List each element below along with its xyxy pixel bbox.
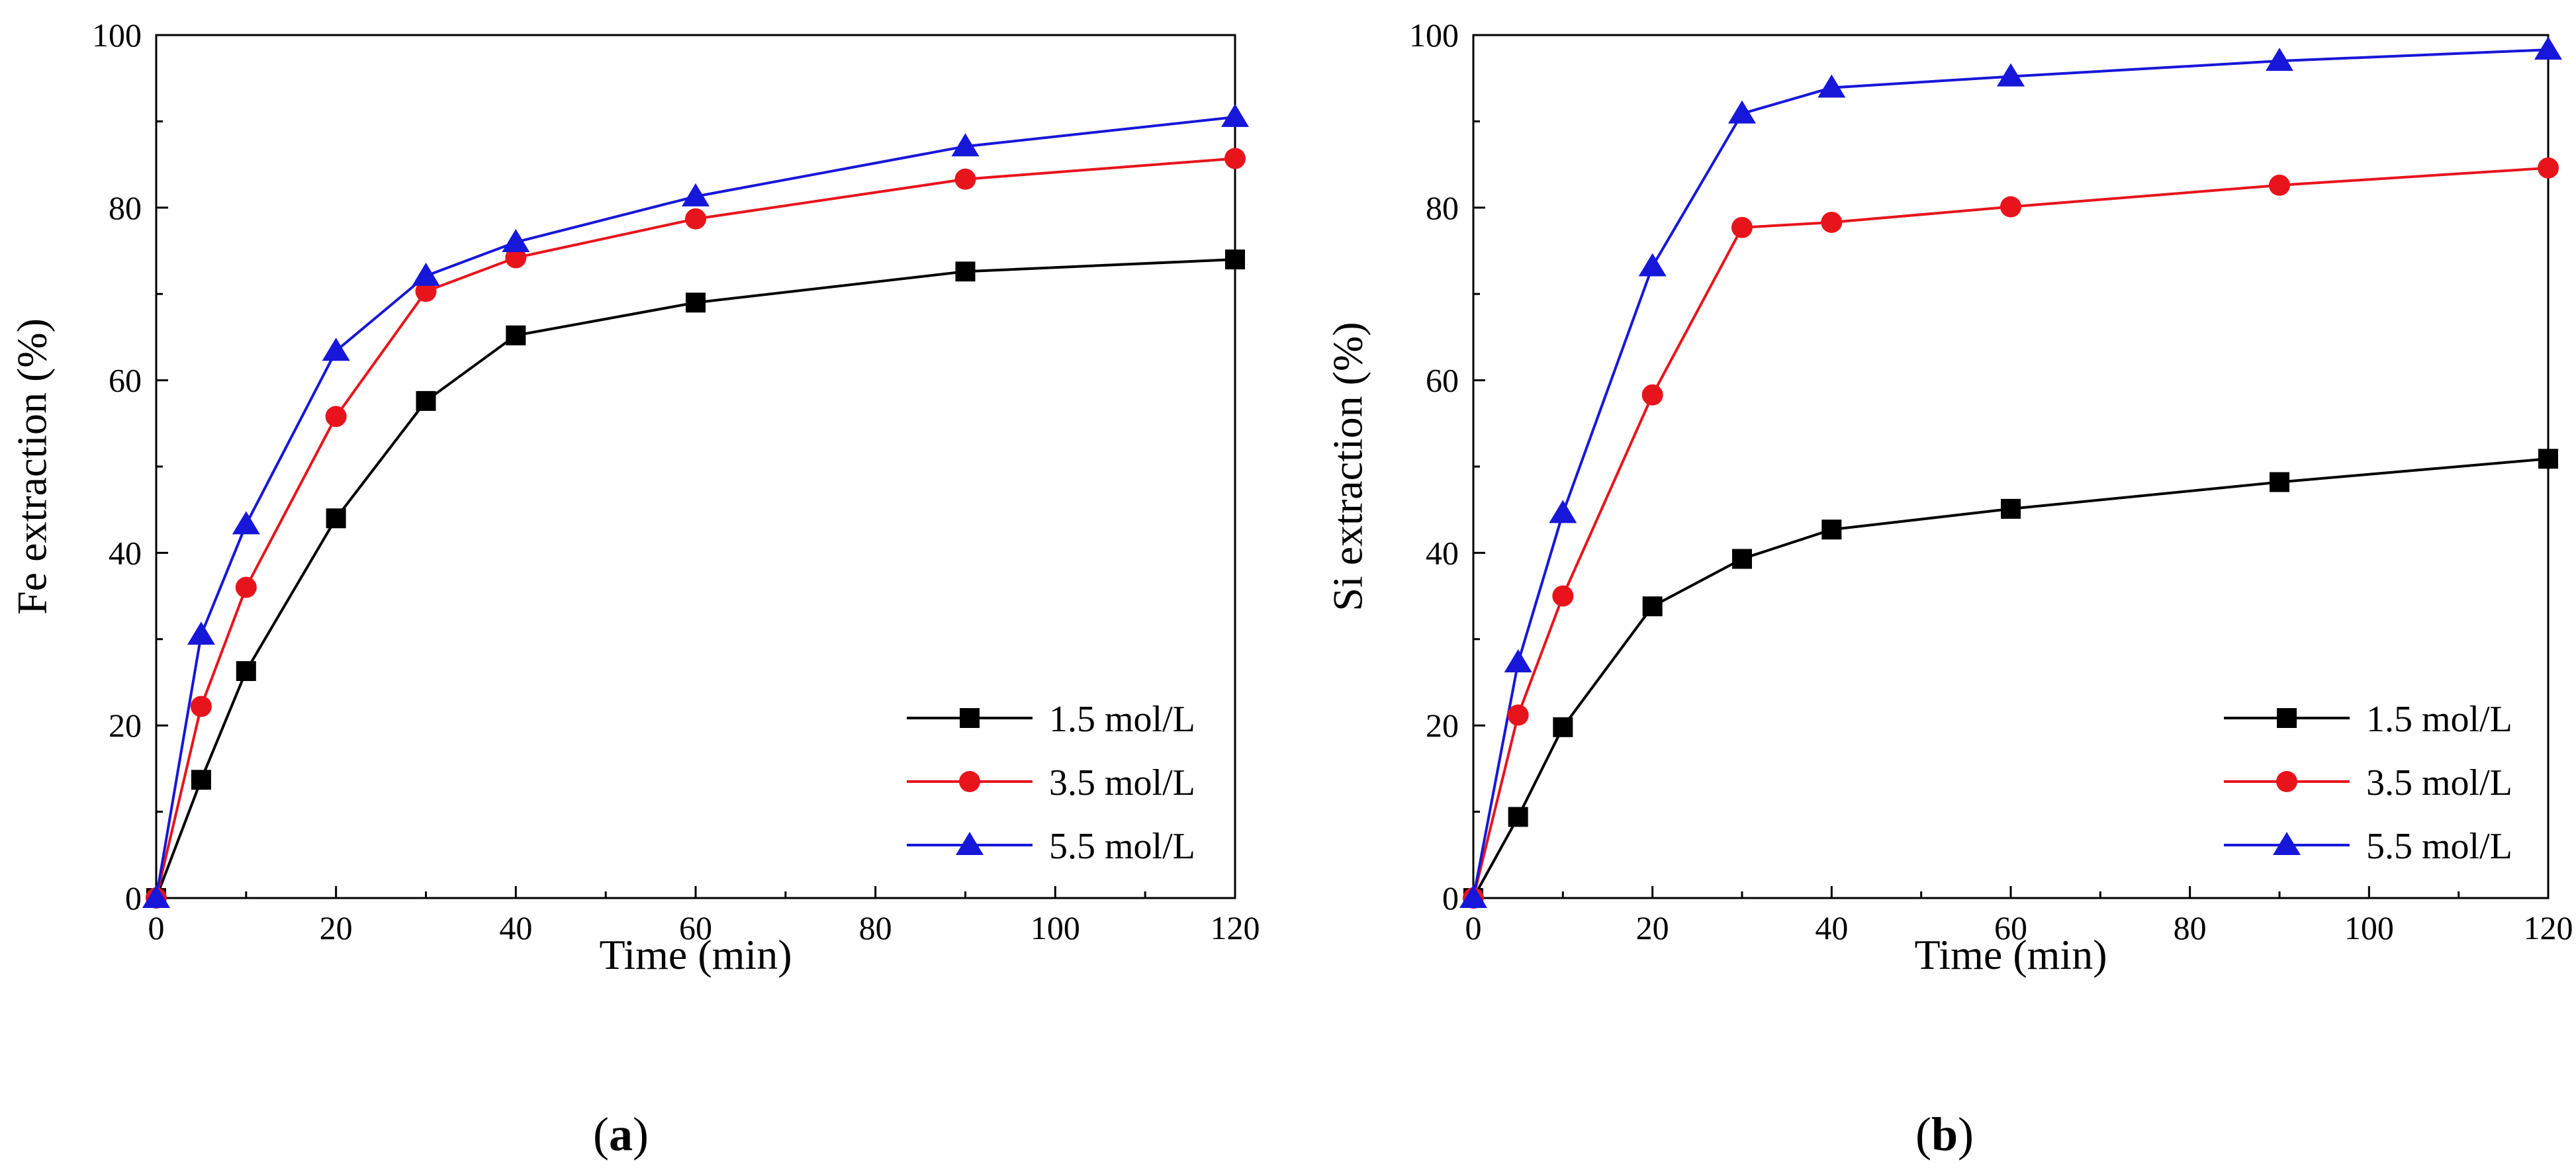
data-point: [1638, 253, 1667, 277]
data-point: [1731, 216, 1753, 238]
data-point: [1459, 885, 1487, 908]
legend-label: 1.5 mol/L: [2366, 699, 2512, 740]
data-point: [685, 208, 706, 230]
y-tick-label: 100: [92, 17, 142, 54]
panel-label: (a): [593, 1108, 649, 1161]
data-point: [1642, 596, 1663, 617]
data-point: [1641, 384, 1663, 406]
legend-marker: [2277, 708, 2297, 728]
data-point: [235, 576, 257, 598]
data-point: [682, 183, 710, 206]
y-tick-label: 20: [109, 707, 142, 744]
data-point: [1821, 519, 1842, 540]
data-point: [325, 406, 347, 428]
x-tick-label: 60: [679, 909, 712, 946]
legend-label: 5.5 mol/L: [2366, 826, 2512, 867]
data-point: [1821, 211, 1843, 233]
chart-panel-b: 0 20 40 60 80 100 120 0 20 40 60 80 100 Time (min) Si …: [1324, 17, 2573, 1161]
y-tick-label: 40: [1426, 534, 1459, 571]
x-tick-label: 100: [2344, 909, 2394, 946]
data-point: [142, 885, 170, 908]
x-axis-title: Time (min): [1915, 931, 2107, 978]
data-point: [2001, 498, 2021, 519]
y-tick-label: 100: [1409, 17, 1459, 54]
data-point: [326, 508, 346, 529]
data-point: [2269, 174, 2290, 196]
x-tick-label: 120: [1211, 909, 1260, 946]
legend-marker: [960, 708, 980, 728]
panel-label: (b): [1915, 1108, 1974, 1161]
x-tick-label: 80: [859, 909, 892, 946]
data-point: [415, 281, 437, 302]
x-tick-label: 40: [1815, 909, 1848, 946]
data-point: [1508, 807, 1528, 827]
data-point: [1225, 249, 1245, 270]
data-point: [1221, 103, 1249, 127]
x-tick-label: 60: [1994, 909, 2027, 946]
data-point: [954, 168, 976, 190]
data-point: [1728, 100, 1756, 124]
data-point: [1552, 585, 1574, 607]
data-point: [506, 325, 526, 345]
y-tick-label: 60: [109, 362, 142, 399]
data-point: [416, 390, 436, 411]
y-tick-label: 60: [1426, 362, 1459, 399]
x-axis-title: Time (min): [600, 931, 792, 978]
data-point: [955, 261, 976, 282]
data-point: [1732, 549, 1752, 569]
data-point: [686, 293, 706, 313]
data-point: [236, 661, 256, 682]
legend-marker: [956, 832, 984, 855]
y-tick-label: 0: [1442, 880, 1459, 917]
y-tick-label: 40: [109, 534, 142, 571]
chart-panel-a: 0 20 40 60 80 100 120 0 20 40 60 80 100 Time (min) Fe …: [9, 17, 1260, 1161]
x-tick-label: 0: [1465, 909, 1482, 946]
legend-label: 5.5 mol/L: [1049, 826, 1195, 867]
data-point: [191, 770, 211, 790]
data-point: [1504, 649, 1532, 673]
x-tick-label: 40: [499, 909, 532, 946]
data-point: [502, 228, 530, 252]
data-point: [187, 621, 215, 645]
data-point: [1549, 500, 1577, 523]
data-point: [2000, 196, 2021, 218]
legend-marker: [959, 771, 980, 792]
legend-marker: [2273, 832, 2301, 855]
data-point: [2266, 48, 2293, 71]
legend-marker: [2276, 771, 2297, 792]
data-point: [1997, 63, 2025, 87]
x-tick-label: 20: [320, 909, 353, 946]
data-point: [951, 133, 980, 157]
x-tick-label: 0: [148, 909, 165, 946]
x-tick-label: 100: [1031, 909, 1080, 946]
legend-label: 1.5 mol/L: [1049, 699, 1195, 740]
y-tick-label: 80: [109, 189, 142, 226]
data-point: [1817, 74, 1846, 98]
data-point: [412, 262, 440, 286]
data-point: [232, 511, 260, 535]
y-tick-label: 0: [125, 880, 142, 917]
x-tick-label: 120: [2524, 909, 2573, 946]
data-point: [1224, 148, 1246, 169]
data-point: [322, 338, 350, 361]
data-point: [1553, 717, 1573, 737]
y-axis-title: Fe extraction (%): [9, 318, 56, 615]
data-point: [2270, 472, 2289, 492]
data-point: [505, 247, 527, 269]
data-point: [1507, 704, 1529, 726]
y-tick-label: 80: [1426, 189, 1459, 226]
data-point: [2538, 449, 2558, 469]
y-axis-title: Si extraction (%): [1324, 322, 1371, 611]
data-point: [2534, 36, 2562, 60]
x-tick-label: 20: [1636, 909, 1669, 946]
y-tick-label: 20: [1426, 707, 1459, 744]
legend-label: 3.5 mol/L: [1049, 762, 1195, 803]
data-point: [190, 696, 212, 717]
legend-label: 3.5 mol/L: [2366, 762, 2512, 803]
data-point: [2538, 157, 2559, 179]
x-tick-label: 80: [2174, 909, 2207, 946]
